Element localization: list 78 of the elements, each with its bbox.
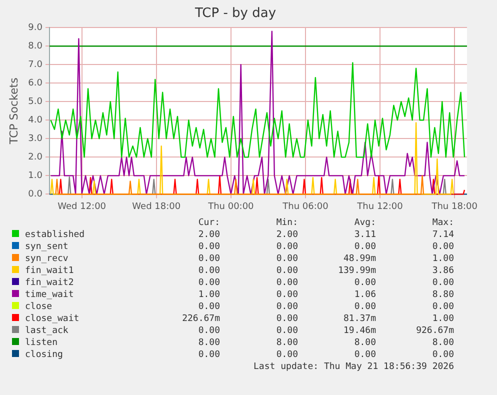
chart-title: TCP - by day xyxy=(194,6,276,22)
legend-label: listen xyxy=(24,337,59,349)
legend-label: close_wait xyxy=(24,313,80,325)
y-tick-label: 5.0 xyxy=(28,96,43,107)
text: 0.00 xyxy=(197,301,220,313)
text: 0.00 xyxy=(197,277,220,289)
y-tick-label: 8.0 xyxy=(28,41,43,52)
text: 0.00 xyxy=(275,301,298,313)
text: 226.67m xyxy=(181,313,220,325)
x-tick-label: Thu 00:00 xyxy=(207,202,254,212)
text: Max: xyxy=(431,217,454,229)
text: 0.00 xyxy=(353,277,376,289)
y-tick-label: 3.0 xyxy=(28,134,43,144)
text: 0.00 xyxy=(275,253,298,265)
legend-label: closing xyxy=(24,349,64,361)
text: 1.00 xyxy=(431,313,454,325)
y-tick-label: 0.0 xyxy=(28,190,43,200)
y-tick-label: 1.0 xyxy=(28,171,43,182)
legend-label: fin_wait2 xyxy=(24,277,75,289)
text: 0.00 xyxy=(431,349,454,361)
text: 0.00 xyxy=(275,325,298,337)
x-tick-label: Thu 18:00 xyxy=(430,202,478,212)
y-tick-label: 6.0 xyxy=(28,78,43,88)
text: 0.00 xyxy=(275,313,298,325)
text: 0.00 xyxy=(431,277,454,289)
text: 0.00 xyxy=(197,325,220,337)
text: 8.00 xyxy=(275,337,298,349)
text: 0.00 xyxy=(353,301,376,313)
text: 3.11 xyxy=(353,229,376,241)
y-tick-label: 9.0 xyxy=(28,22,43,33)
y-tick-label: 2.0 xyxy=(28,152,43,163)
text: 0.00 xyxy=(275,277,298,289)
text: Cur: xyxy=(197,217,220,229)
text: 8.00 xyxy=(197,337,220,349)
text: 0.00 xyxy=(353,349,376,361)
x-tick-label: Thu 06:00 xyxy=(282,202,329,212)
text: Last update: Thu May 21 18:56:39 2026 xyxy=(252,361,454,373)
text: 0.00 xyxy=(431,301,454,313)
y-tick-label: 4.0 xyxy=(28,116,43,126)
y-axis-title: TCP Sockets xyxy=(7,77,20,146)
text: 1.00 xyxy=(197,289,220,301)
text: 0.00 xyxy=(275,241,298,253)
text: 8.80 xyxy=(431,289,454,301)
text: 0.00 xyxy=(197,253,220,265)
text: 0.00 xyxy=(275,289,298,301)
text: 8.00 xyxy=(353,337,376,349)
text: 2.00 xyxy=(275,229,298,241)
legend-label: syn_sent xyxy=(24,241,70,253)
legend-label: close xyxy=(24,301,54,313)
text: 0.00 xyxy=(431,241,454,253)
text: 7.14 xyxy=(431,229,454,241)
text: 0.00 xyxy=(197,349,220,361)
y-tick-label: 7.0 xyxy=(28,60,43,70)
text: 8.00 xyxy=(431,337,454,349)
text: 0.00 xyxy=(197,265,220,277)
legend-label: time_wait xyxy=(24,289,75,301)
text: Min: xyxy=(275,217,298,229)
text: 0.00 xyxy=(197,241,220,253)
legend-label: established xyxy=(24,229,86,241)
text: 19.46m xyxy=(342,325,376,337)
text: 1.00 xyxy=(431,253,454,265)
text: 2.00 xyxy=(197,229,220,241)
text: 0.00 xyxy=(275,265,298,277)
legend-label: fin_wait1 xyxy=(24,265,75,277)
text: Avg: xyxy=(353,217,376,229)
x-tick-label: Thu 12:00 xyxy=(356,202,404,212)
text: 139.99m xyxy=(337,265,376,277)
text: 1.06 xyxy=(353,289,376,301)
text: 3.86 xyxy=(431,265,454,277)
text: 926.67m xyxy=(415,325,454,337)
legend-label: last_ack xyxy=(24,325,70,337)
text: 48.99m xyxy=(342,253,376,265)
text: 81.37m xyxy=(342,313,376,325)
text: 0.00 xyxy=(275,349,298,361)
x-tick-label: Wed 12:00 xyxy=(58,202,106,212)
legend-label: syn_recv xyxy=(24,253,70,265)
x-tick-label: Wed 18:00 xyxy=(132,202,181,212)
text: 0.00 xyxy=(353,241,376,253)
